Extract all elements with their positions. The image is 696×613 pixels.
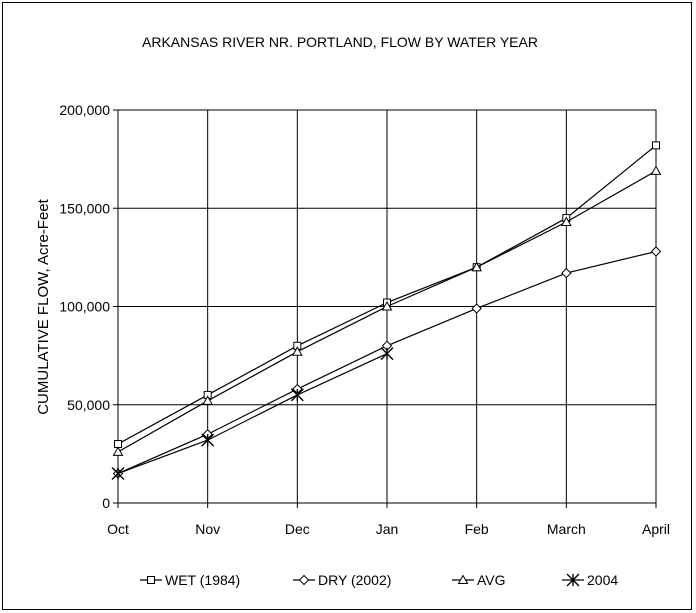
legend-marker	[457, 574, 469, 584]
data-point	[561, 267, 572, 279]
x-tick-label: Jan	[376, 521, 399, 537]
data-point	[201, 433, 215, 447]
series-line	[117, 353, 388, 475]
legend-item-1: WET (1984)	[140, 572, 240, 588]
x-tick-label: Nov	[195, 521, 220, 537]
y-tick-label: 200,000	[59, 102, 110, 118]
y-tick-label: 0	[102, 495, 110, 511]
data-point	[290, 388, 304, 402]
series-3	[112, 165, 662, 456]
legend-item-2: DRY (2002)	[293, 572, 391, 588]
x-tick-label: Dec	[285, 521, 310, 537]
legend-marker	[566, 573, 580, 587]
data-point	[650, 246, 662, 257]
data-point	[111, 467, 125, 481]
data-point	[471, 303, 482, 314]
data-point	[560, 216, 572, 227]
legend-marker	[298, 574, 310, 586]
legend: WET (1984) DRY (2002) AVG 2004	[140, 572, 618, 588]
chart-title: ARKANSAS RIVER NR. PORTLAND, FLOW BY WAT…	[142, 34, 538, 50]
legend-label: AVG	[477, 572, 506, 588]
legend-item-3: AVG	[452, 572, 506, 588]
legend-marker	[147, 576, 155, 584]
x-tick-label: March	[547, 521, 586, 537]
legend-label: DRY (2002)	[318, 572, 391, 588]
x-tick-label: Oct	[107, 521, 129, 537]
x-tick-label: Feb	[465, 521, 489, 537]
series-layer	[111, 141, 662, 481]
x-axis: Oct Nov Dec Jan Feb March April	[107, 503, 670, 537]
y-axis-label: CUMULATIVE FLOW, Acre-Feet	[35, 198, 52, 414]
y-tick-label: 100,000	[59, 299, 110, 315]
legend-label: 2004	[587, 572, 618, 588]
series-4	[111, 347, 394, 481]
data-point	[291, 346, 303, 356]
y-tick-label: 50,000	[67, 397, 110, 413]
data-point	[202, 395, 214, 405]
legend-label: WET (1984)	[165, 572, 240, 588]
y-tick-label: 150,000	[59, 200, 110, 216]
data-point	[650, 165, 662, 175]
y-axis: 0 50,000 100,000 150,000 200,000	[59, 102, 118, 511]
data-point	[380, 347, 394, 361]
data-point	[112, 446, 124, 456]
data-point	[381, 300, 393, 311]
data-point	[471, 261, 483, 272]
x-tick-label: April	[642, 521, 670, 537]
legend-item-4: 2004	[562, 572, 618, 588]
data-point	[652, 141, 660, 150]
